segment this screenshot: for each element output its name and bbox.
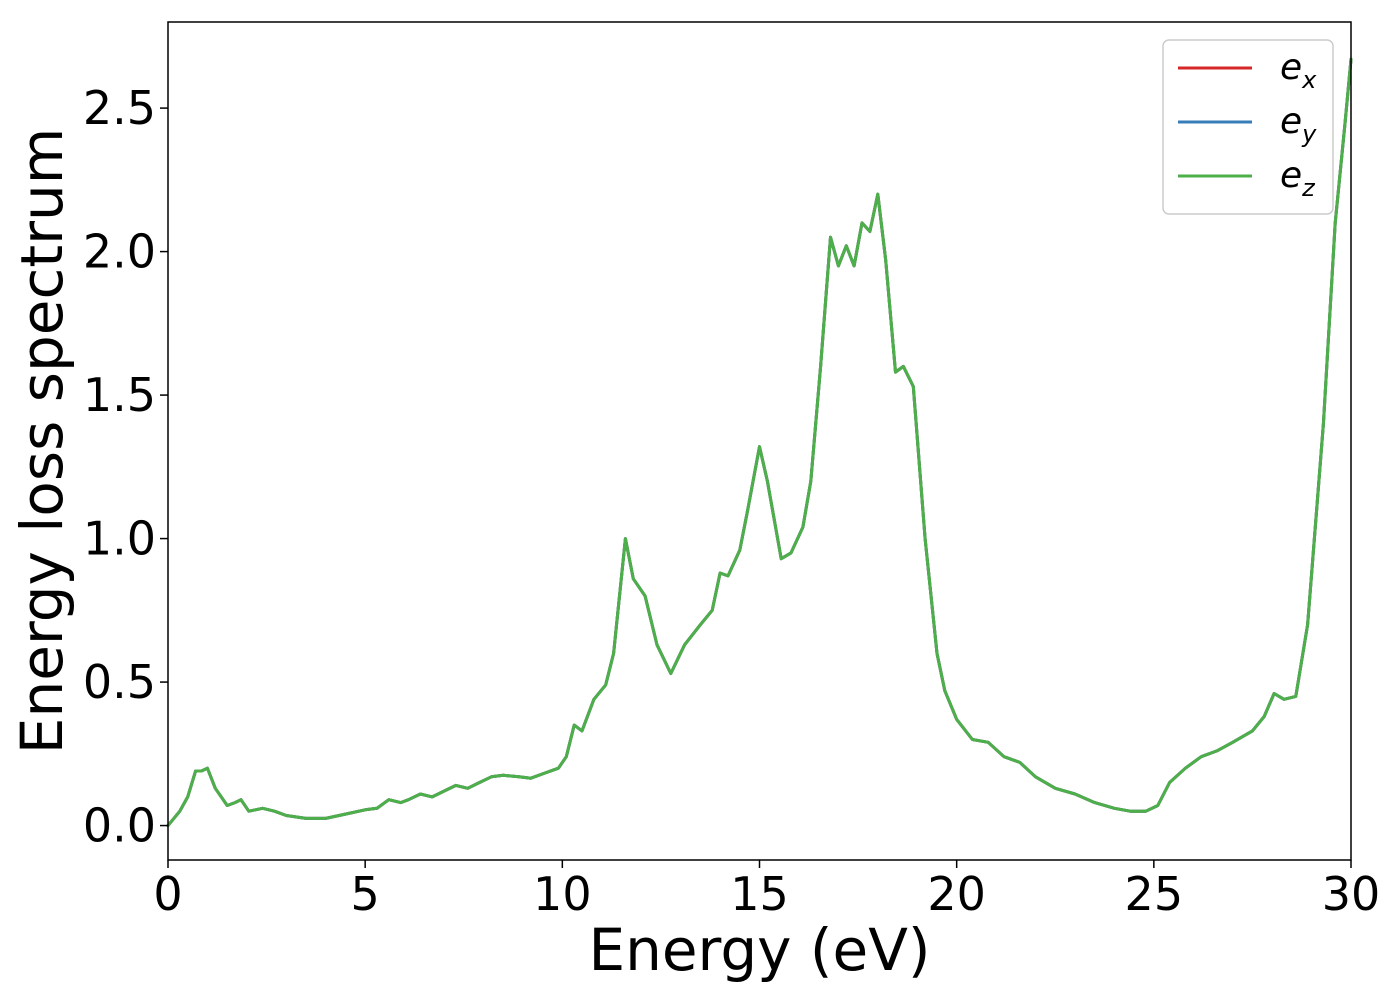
legend-label-y: ey — [1280, 101, 1317, 148]
y-tick-label: 1.0 — [83, 512, 156, 566]
x-tick-label: 20 — [927, 867, 986, 921]
x-axis-title: Energy (eV) — [588, 916, 930, 984]
legend-label-z: ez — [1280, 155, 1316, 202]
y-tick-label: 0.0 — [83, 799, 156, 853]
y-axis-ticks: 0.0 0.5 1.0 1.5 2.0 2.5 — [83, 81, 168, 853]
series-line-z — [166, 57, 1353, 828]
legend: ex ey ez — [1162, 39, 1334, 215]
x-tick-label: 5 — [351, 867, 380, 921]
y-tick-label: 2.5 — [83, 81, 156, 135]
x-tick-label: 0 — [153, 867, 182, 921]
x-tick-label: 25 — [1125, 867, 1184, 921]
x-tick-label: 10 — [533, 867, 592, 921]
y-tick-label: 2.0 — [83, 225, 156, 279]
legend-box — [1162, 39, 1334, 215]
series-lines — [166, 57, 1353, 828]
x-axis-ticks: 0 5 10 15 20 25 30 — [153, 860, 1380, 921]
y-tick-label: 0.5 — [83, 655, 156, 709]
legend-label-x: ex — [1280, 47, 1317, 94]
y-axis-title: Energy loss spectrum — [8, 128, 76, 754]
y-tick-label: 1.5 — [83, 368, 156, 422]
x-tick-label: 30 — [1322, 867, 1381, 921]
x-tick-label: 15 — [730, 867, 789, 921]
